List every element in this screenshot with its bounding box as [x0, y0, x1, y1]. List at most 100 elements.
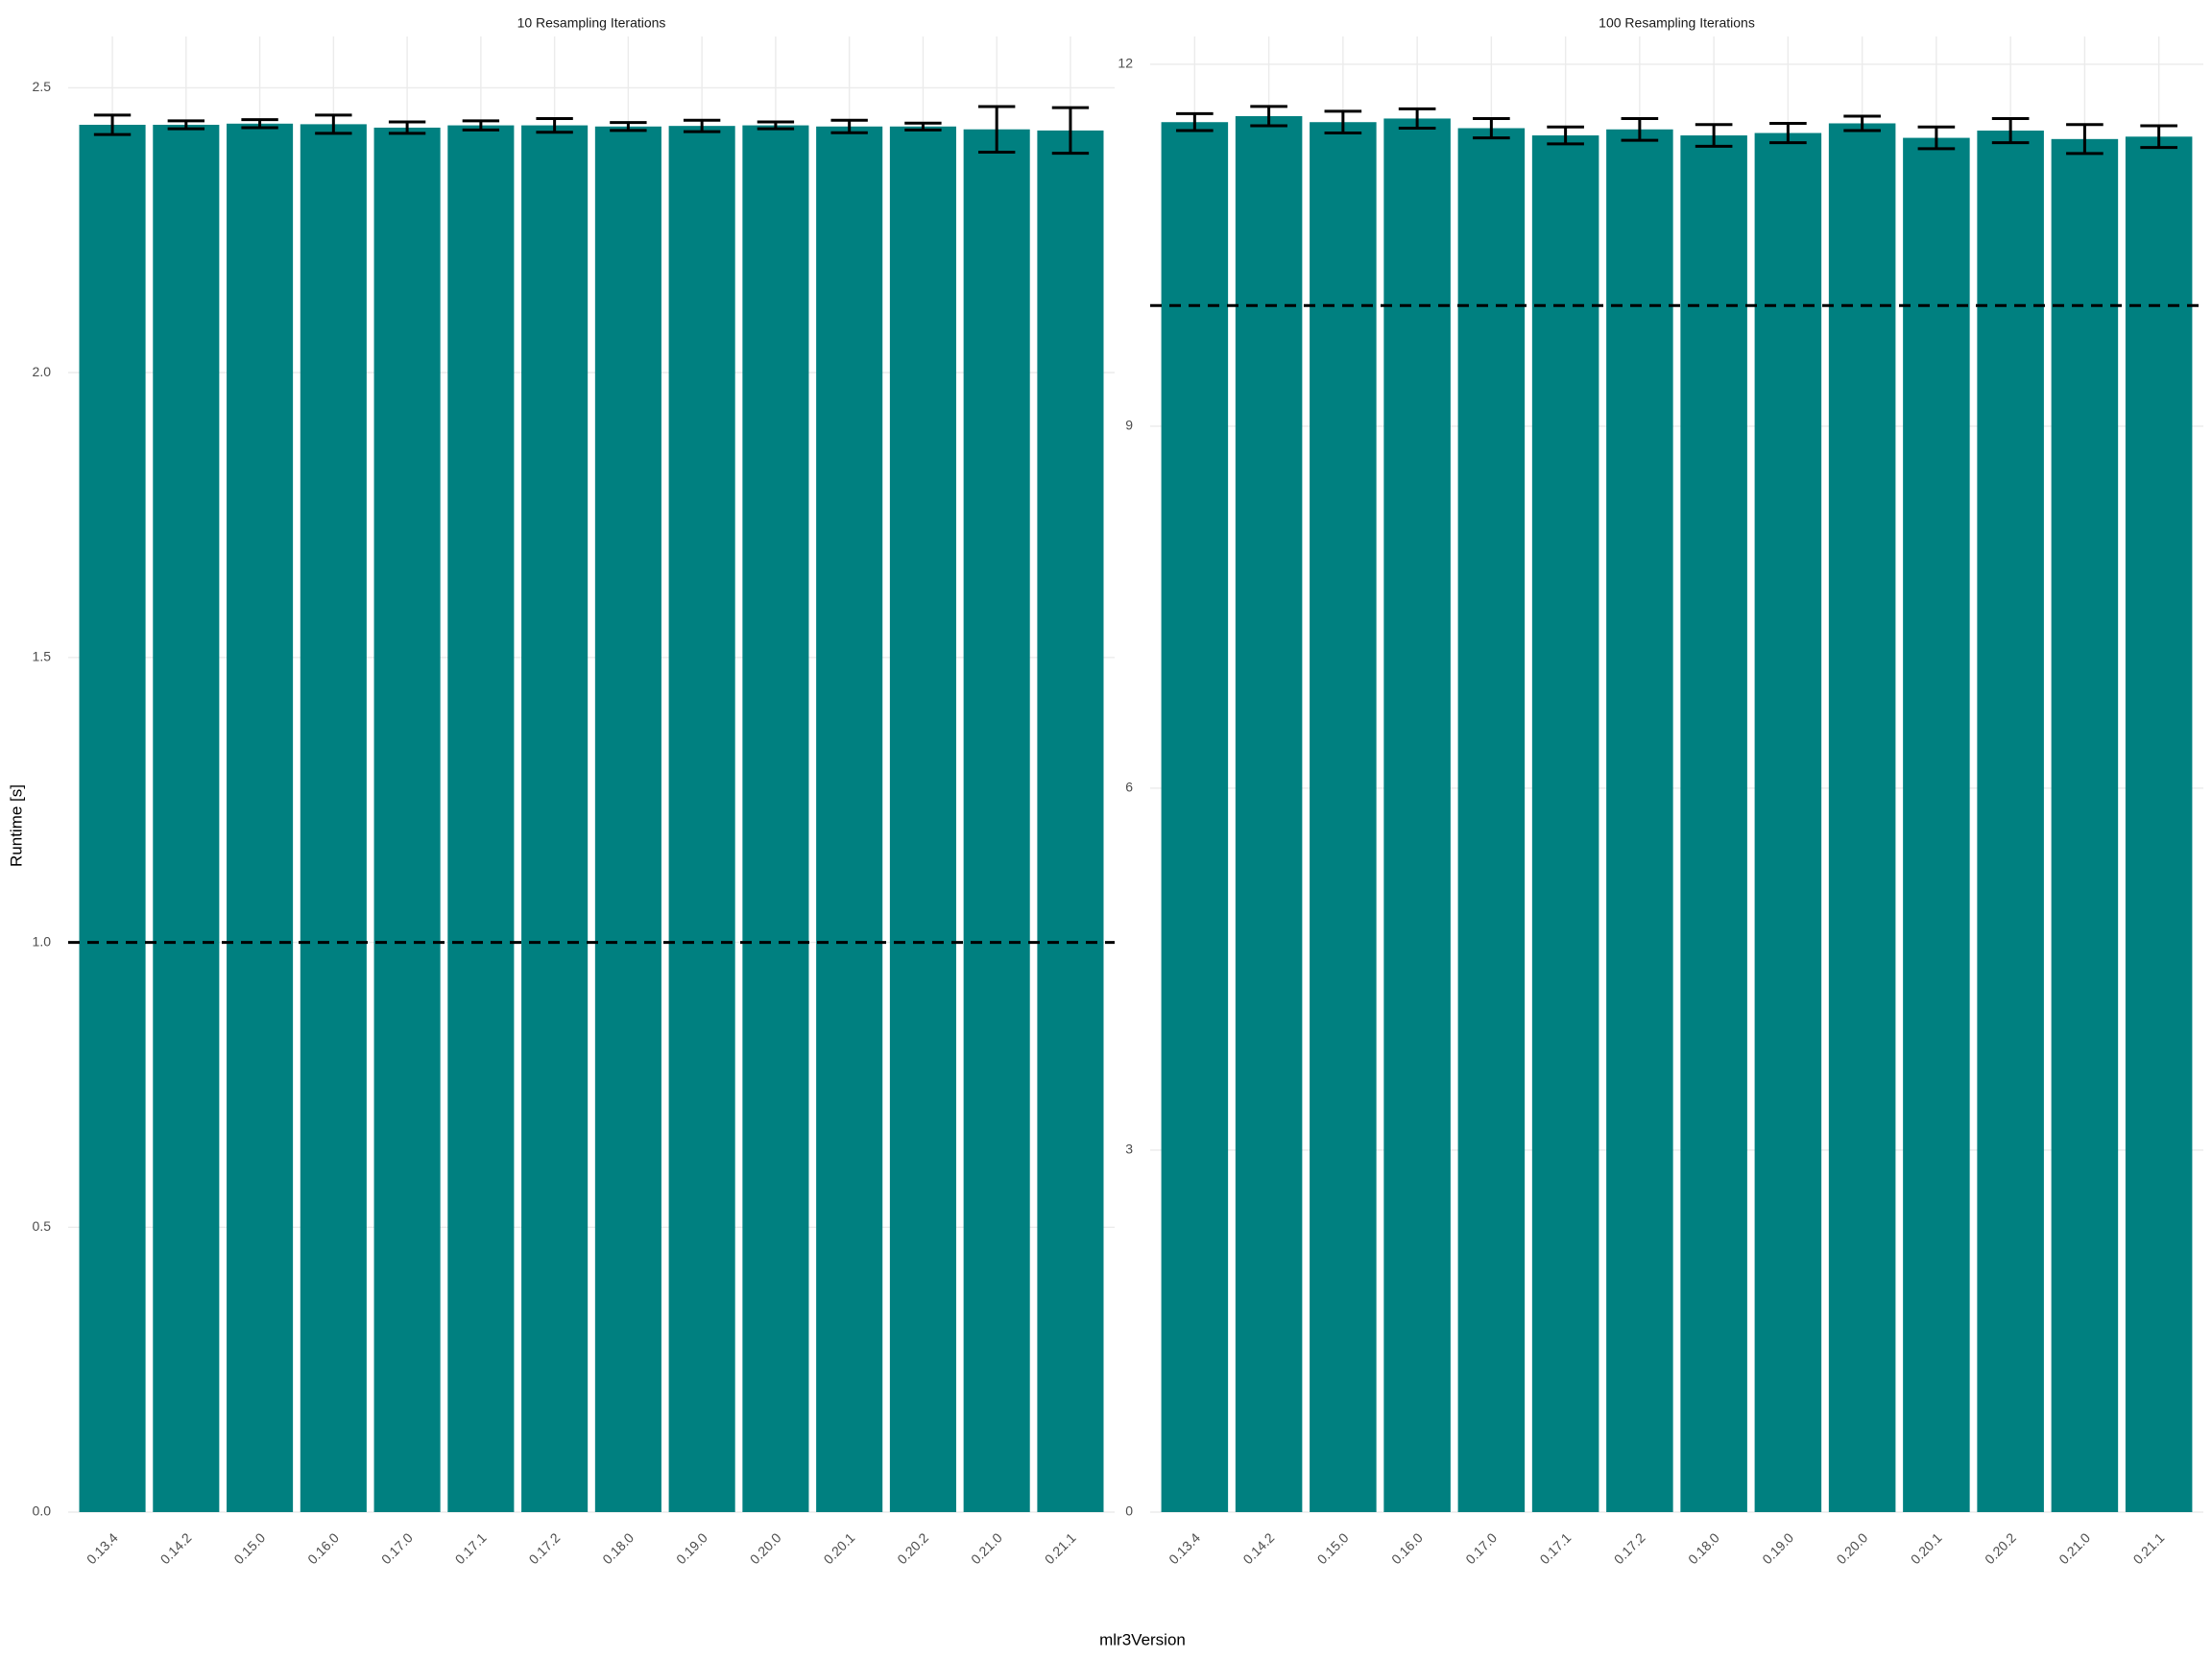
x-tick-label: 0.13.4	[84, 1529, 121, 1567]
bar	[1037, 130, 1104, 1512]
error-bar	[1250, 105, 1287, 128]
error-bar	[1621, 116, 1659, 142]
x-tick-label: 0.15.0	[1314, 1529, 1352, 1567]
x-tick-label: 0.20.1	[1908, 1529, 1945, 1567]
x-tick-label: 0.14.2	[1239, 1529, 1277, 1567]
x-tick-label: 0.21.1	[1042, 1529, 1079, 1567]
x-tick-label: 0.17.0	[378, 1529, 416, 1567]
bar	[668, 126, 735, 1513]
bar	[816, 126, 883, 1512]
error-bar	[167, 119, 205, 131]
error-bar	[1695, 123, 1733, 148]
x-tick-label: 0.21.1	[2130, 1529, 2168, 1567]
y-tick-label: 2.0	[33, 364, 52, 379]
x-tick-label: 0.13.4	[1166, 1529, 1203, 1567]
bar	[963, 129, 1030, 1513]
error-bar	[683, 118, 721, 133]
bar	[1754, 132, 1822, 1512]
error-bar	[757, 120, 795, 131]
y-tick-label: 0	[1125, 1503, 1133, 1519]
error-bar	[1473, 116, 1510, 140]
error-bar	[1843, 114, 1881, 132]
y-tick-label: 12	[1118, 56, 1133, 71]
y-tick-label: 0.0	[33, 1503, 52, 1519]
x-tick-label: 0.21.0	[968, 1529, 1005, 1567]
bar	[1903, 137, 1970, 1512]
x-tick-label: 0.15.0	[230, 1529, 268, 1567]
x-tick-label: 0.19.0	[673, 1529, 710, 1567]
x-tick-label: 0.17.2	[1611, 1529, 1648, 1567]
error-bar	[1051, 106, 1090, 156]
bar	[79, 124, 146, 1512]
bar	[1310, 122, 1377, 1512]
bar	[1383, 118, 1451, 1512]
y-tick-label: 9	[1125, 418, 1133, 433]
bar	[521, 125, 589, 1513]
error-bar	[241, 118, 278, 130]
error-bar	[388, 120, 426, 135]
x-tick-label: 0.18.0	[599, 1529, 637, 1567]
bar	[1235, 115, 1303, 1513]
bar	[889, 126, 956, 1512]
bar	[227, 123, 294, 1512]
error-bar	[2140, 124, 2177, 150]
error-bar	[462, 119, 500, 132]
error-bar	[1991, 116, 2030, 145]
y-tick-label: 2.5	[33, 79, 52, 94]
x-tick-label: 0.20.0	[747, 1529, 784, 1567]
bar	[1531, 135, 1599, 1513]
x-tick-label: 0.20.2	[1982, 1529, 2019, 1567]
bar	[300, 124, 367, 1513]
bar	[153, 124, 220, 1512]
y-axis-title: Runtime [s]	[7, 784, 25, 867]
x-tick-label: 0.21.0	[2056, 1529, 2093, 1567]
error-bar	[536, 116, 573, 134]
y-tick-label: 0.5	[33, 1218, 52, 1234]
bar	[594, 126, 661, 1512]
panel-title: 100 Resampling Iterations	[1599, 15, 1755, 31]
y-tick-label: 1.0	[33, 933, 52, 949]
bar	[1977, 131, 2044, 1513]
x-tick-label: 0.18.0	[1685, 1529, 1722, 1567]
x-tick-label: 0.16.0	[304, 1529, 342, 1567]
bar	[1161, 122, 1229, 1512]
y-tick-label: 6	[1125, 780, 1133, 795]
bar	[1606, 129, 1673, 1513]
bar	[447, 125, 515, 1513]
x-tick-label: 0.17.0	[1462, 1529, 1500, 1567]
error-bar	[904, 121, 942, 132]
x-tick-label: 0.14.2	[157, 1529, 195, 1567]
bar	[2125, 136, 2193, 1512]
x-tick-label: 0.16.0	[1388, 1529, 1426, 1567]
bar	[742, 125, 809, 1513]
error-bar	[1324, 109, 1362, 135]
error-bar	[610, 121, 647, 132]
x-axis-title: mlr3Version	[1099, 1630, 1186, 1648]
x-tick-label: 0.17.1	[1537, 1529, 1575, 1567]
bar	[2051, 138, 2119, 1513]
bar	[1828, 123, 1896, 1512]
x-tick-label: 0.20.0	[1834, 1529, 1871, 1567]
error-bar	[1917, 125, 1956, 151]
error-bar	[977, 105, 1016, 154]
x-tick-label: 0.17.1	[452, 1529, 490, 1567]
error-bar	[93, 113, 132, 136]
bar	[373, 127, 441, 1512]
error-bar	[830, 118, 868, 134]
x-tick-label: 0.20.2	[894, 1529, 931, 1567]
y-tick-label: 1.5	[33, 649, 52, 664]
error-bar	[1769, 121, 1807, 145]
error-bar	[315, 113, 352, 135]
panel-title: 10 Resampling Iterations	[517, 15, 666, 31]
x-tick-label: 0.19.0	[1759, 1529, 1796, 1567]
error-bar	[1547, 125, 1584, 146]
y-tick-label: 3	[1125, 1142, 1133, 1157]
x-tick-label: 0.17.2	[526, 1529, 564, 1567]
error-bar	[2066, 123, 2104, 156]
bar	[1680, 135, 1747, 1513]
bar	[1457, 128, 1526, 1512]
x-tick-label: 0.20.1	[821, 1529, 858, 1567]
error-bar	[1176, 111, 1214, 132]
error-bar	[1398, 107, 1436, 131]
